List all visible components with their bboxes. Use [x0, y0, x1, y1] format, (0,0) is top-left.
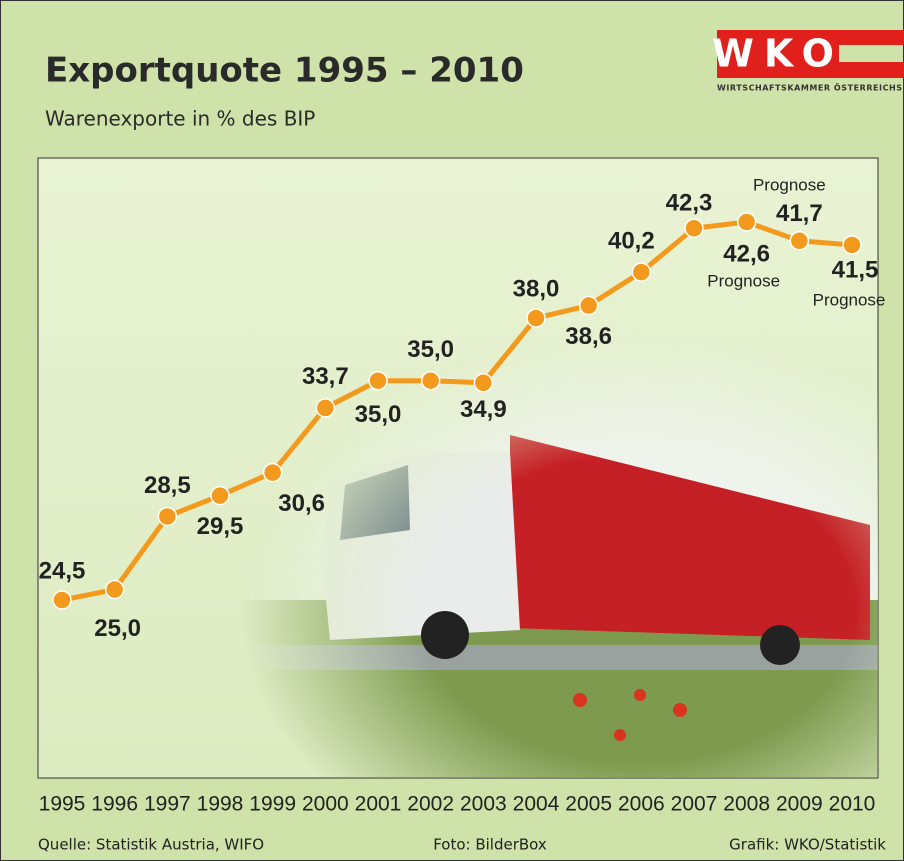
- footer-photo: Foto: BilderBox: [433, 836, 547, 854]
- data-label: 41,5: [832, 256, 879, 283]
- data-label: 42,6: [723, 240, 770, 267]
- point: [158, 507, 176, 525]
- data-label: 30,6: [278, 490, 325, 517]
- data-label: 29,5: [197, 513, 244, 540]
- chart-subtitle: Warenexporte in % des BIP: [45, 107, 315, 131]
- photo-wheel: [421, 611, 469, 659]
- data-label: 38,0: [513, 275, 560, 302]
- logo-subtitle: WIRTSCHAFTSKAMMER ÖSTERREICHS: [717, 83, 902, 93]
- point: [211, 487, 229, 505]
- photo-flower: [614, 729, 626, 741]
- data-label: 42,3: [666, 190, 713, 217]
- point: [106, 581, 124, 599]
- point: [53, 591, 71, 609]
- chart: Exportquote 1995 – 2010 Warenexporte in …: [0, 0, 904, 861]
- data-label: 40,2: [608, 227, 655, 254]
- point: [790, 232, 808, 250]
- x-tick-label: 1998: [197, 793, 244, 816]
- logo-stripe: [839, 62, 904, 78]
- data-label: 33,7: [302, 363, 349, 390]
- photo-flower: [634, 689, 646, 701]
- x-tick-label: 1995: [39, 793, 86, 816]
- x-tick-label: 2009: [776, 793, 823, 816]
- footer-graphic: Grafik: WKO/Statistik: [729, 836, 886, 854]
- x-tick-label: 1999: [249, 793, 296, 816]
- point: [685, 219, 703, 237]
- point: [474, 374, 492, 392]
- data-label: 28,5: [144, 472, 191, 499]
- x-tick-label: 2006: [618, 793, 665, 816]
- annotation: Prognose: [707, 271, 780, 290]
- point: [422, 372, 440, 390]
- point: [264, 464, 282, 482]
- data-label: 24,5: [39, 557, 86, 584]
- logo-text: WKO: [712, 32, 844, 76]
- x-tick-label: 2003: [460, 793, 507, 816]
- point: [843, 236, 861, 254]
- x-tick-label: 2005: [565, 793, 612, 816]
- data-label: 25,0: [94, 615, 141, 642]
- photo-wheel: [760, 625, 800, 665]
- footer-source: Quelle: Statistik Austria, WIFO: [38, 836, 264, 854]
- point: [632, 263, 650, 281]
- logo-stripe: [839, 30, 904, 45]
- x-tick-label: 2001: [355, 793, 402, 816]
- point: [369, 372, 387, 390]
- point: [738, 213, 756, 231]
- point: [580, 297, 598, 315]
- data-label: 38,6: [565, 323, 612, 350]
- annotation: Prognose: [753, 175, 826, 194]
- photo: [240, 330, 878, 778]
- photo-cab: [322, 452, 520, 640]
- x-tick-label: 2010: [829, 793, 876, 816]
- x-tick-label: 2007: [671, 793, 718, 816]
- annotation: Prognose: [813, 290, 886, 309]
- point: [316, 399, 334, 417]
- data-label: 35,0: [355, 401, 402, 428]
- x-tick-label: 1997: [144, 793, 191, 816]
- x-tick-label: 2004: [513, 793, 560, 816]
- x-tick-label: 2000: [302, 793, 349, 816]
- point: [527, 309, 545, 327]
- x-tick-label: 1996: [91, 793, 138, 816]
- x-tick-label: 2002: [407, 793, 454, 816]
- data-label: 41,7: [776, 200, 823, 227]
- chart-title: Exportquote 1995 – 2010: [45, 51, 524, 91]
- data-label: 35,0: [407, 336, 454, 363]
- x-tick-label: 2008: [723, 793, 770, 816]
- photo-flower: [573, 693, 587, 707]
- data-label: 34,9: [460, 396, 507, 423]
- photo-flower: [673, 703, 687, 717]
